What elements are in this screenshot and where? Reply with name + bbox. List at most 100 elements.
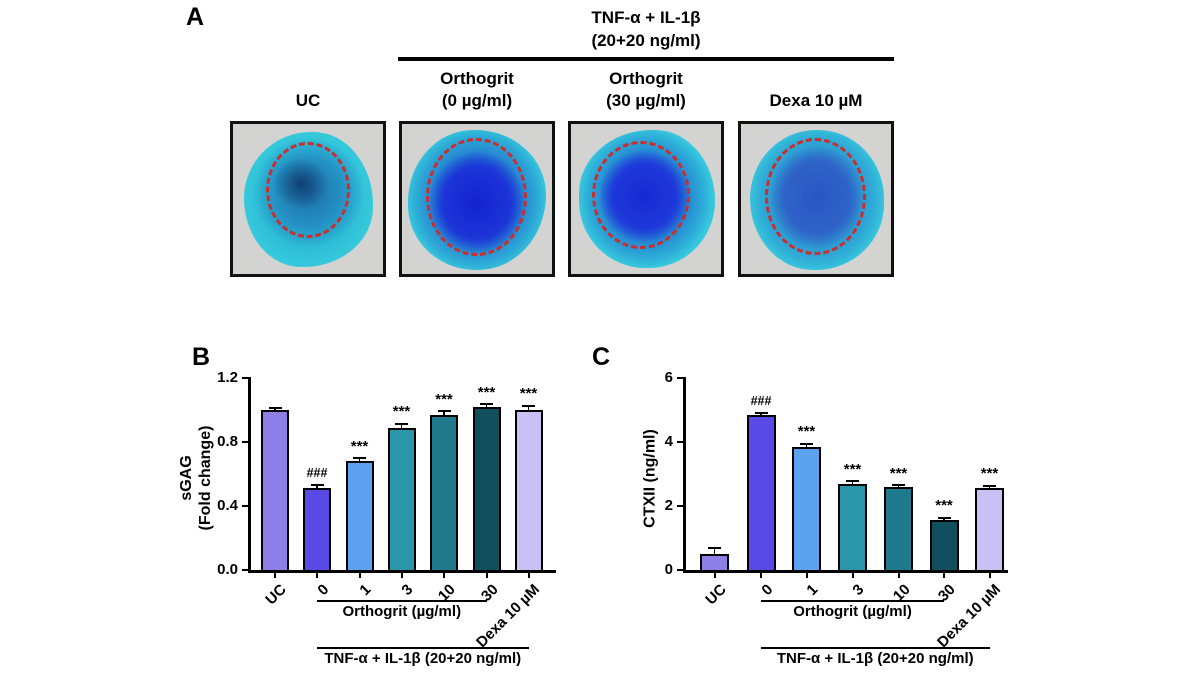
chart-C-y-axis [683, 377, 686, 572]
chart-B-bar-0 [303, 488, 331, 572]
chart-B-x-tick-1 [358, 572, 361, 578]
chart-B-bar-UC [261, 410, 289, 572]
pellet-dashed-circle-orthogrit-0 [426, 137, 527, 256]
chart-B-significance-1: *** [350, 437, 369, 455]
chart-C-group-line-2 [761, 647, 990, 649]
chart-B-x-tick-10 [443, 572, 445, 578]
chart-C-y-tick-6 [677, 377, 683, 379]
chart-B-error-bar-3 [400, 424, 403, 428]
column-label-uc: UC [230, 64, 386, 112]
column-label-orthogrit-0-line2: (0 µg/ml) [441, 91, 513, 110]
pellet-image-uc [230, 121, 386, 277]
chart-C-significance-Dexa 10 µM: *** [980, 465, 999, 483]
chart-C-y-tick-0 [677, 569, 683, 571]
chart-C-y-tick-label-2: 2 [664, 497, 673, 514]
chart-C-x-tick-10 [897, 572, 900, 578]
chart-C-error-cap-10 [892, 484, 905, 487]
chart-B-y-tick-1.2 [242, 377, 248, 379]
chart-B-group-line-2 [317, 647, 529, 649]
panel-a-treatment-header: TNF-α + IL-1β (20+20 ng/ml) [398, 6, 894, 52]
chart-C-y-tick-label-0: 0 [664, 561, 673, 578]
panel-a-letter: A [186, 3, 205, 31]
chart-C-x-tick-Dexa 10 µM [988, 572, 991, 578]
chart-C-significance-10: *** [889, 464, 908, 482]
chart-C-error-cap-UC [708, 547, 721, 550]
chart-B-error-bar-0 [316, 485, 318, 489]
chart-B-bar-10 [430, 414, 458, 572]
column-label-dexa: Dexa 10 µM [738, 64, 894, 112]
chart-B-significance-3: *** [392, 403, 411, 421]
chart-C-group-line-1 [761, 600, 944, 602]
chart-B-x-tick-Dexa 10 µM [527, 572, 530, 578]
chart-B-x-tick-3 [400, 572, 403, 578]
column-label-dexa-line1: Dexa 10 µM [769, 91, 863, 110]
chart-C-error-cap-1 [800, 442, 813, 445]
chart-C-error-bar-10 [897, 485, 900, 488]
panel-c-letter: C [592, 343, 611, 371]
chart-C-significance-3: *** [843, 460, 862, 478]
chart-B-x-label-text-0: 0 [314, 581, 333, 599]
chart-C-x-tick-3 [851, 572, 854, 578]
chart-C-significance-1: *** [797, 423, 816, 441]
chart-B-y-tick-label-0.8: 0.8 [217, 433, 238, 450]
chart-B-error-cap-30 [480, 403, 493, 406]
column-label-orthogrit-0: Orthogrit (0 µg/ml) [399, 64, 555, 112]
chart-B-bar-1 [345, 461, 374, 572]
chart-C-y-axis-label-line1: CTXII (ng/ml) [641, 428, 659, 528]
treatment-header-line-2: (20+20 ng/ml) [591, 31, 701, 50]
chart-C-y-tick-label-4: 4 [664, 433, 673, 450]
chart-B-significance-Dexa 10 µM: *** [519, 385, 538, 403]
treatment-header-line-1: TNF-α + IL-1β [591, 8, 701, 27]
panel-b-letter: B [192, 343, 211, 371]
chart-B-y-axis [248, 377, 251, 572]
pellet-dashed-circle-dexa [765, 137, 866, 255]
chart-B-y-tick-label-0.4: 0.4 [217, 497, 238, 514]
column-label-orthogrit-30-line2: (30 µg/ml) [606, 91, 686, 110]
chart-C-bar-Dexa 10 µM [975, 487, 1004, 572]
pellet-dashed-circle-uc [266, 142, 350, 238]
chart-B-group-line-1 [317, 600, 487, 602]
chart-C-error-bar-30 [943, 518, 945, 520]
chart-C-x-tick-0 [760, 572, 762, 578]
chart-B-error-cap-Dexa 10 µM [522, 404, 535, 407]
chart-B-y-tick-0.0 [242, 569, 248, 571]
chart-C-bar-30 [929, 519, 959, 572]
chart-B-error-cap-1 [353, 457, 366, 460]
pellet-dashed-circle-orthogrit-30 [592, 140, 690, 249]
pellet-image-orthogrit-0 [399, 121, 555, 277]
chart-B-error-bar-UC [274, 408, 276, 410]
chart-C-bar-0 [746, 414, 776, 572]
chart-C-bar-1 [792, 446, 821, 572]
chart-B-significance-30: *** [477, 383, 496, 401]
chart-C-error-cap-0 [754, 411, 768, 414]
chart-C-y-tick-label-6: 6 [664, 369, 673, 386]
chart-C-x-tick-1 [805, 572, 808, 578]
chart-B-error-bar-Dexa 10 µM [527, 406, 530, 410]
chart-B-error-cap-10 [437, 410, 451, 413]
chart-B-x-tick-UC [274, 572, 276, 578]
chart-B-significance-0: ### [306, 466, 328, 481]
column-label-orthogrit-30: Orthogrit (30 µg/ml) [568, 64, 724, 112]
chart-C-x-tick-UC [713, 572, 716, 578]
chart-C-error-bar-Dexa 10 µM [988, 486, 991, 488]
chart-B-y-tick-label-1.2: 1.2 [217, 369, 238, 386]
chart-C-y-tick-4 [677, 441, 683, 443]
chart-C-error-cap-3 [846, 480, 859, 483]
chart-C-significance-30: *** [935, 497, 953, 515]
chart-C-error-bar-0 [760, 413, 762, 415]
chart-B-error-cap-0 [310, 483, 324, 486]
chart-B-y-tick-label-0.0: 0.0 [217, 561, 238, 578]
chart-B-error-cap-3 [395, 422, 408, 425]
chart-C-bar-10 [884, 487, 913, 572]
chart-B-y-axis-label-line1: sGAG [178, 455, 195, 501]
chart-C-x-label-text-1: 1 [803, 581, 822, 599]
chart-B-x-label-text-1: 1 [356, 581, 375, 599]
chart-C-x-label-text-0: 0 [758, 581, 777, 599]
chart-B-error-bar-30 [485, 404, 488, 407]
chart-C-error-bar-1 [805, 444, 808, 447]
chart-C-error-bar-UC [713, 548, 716, 554]
column-label-uc-line1: UC [295, 91, 321, 110]
pellet-image-orthogrit-30 [568, 121, 724, 277]
chart-B-bar-30 [472, 406, 501, 572]
